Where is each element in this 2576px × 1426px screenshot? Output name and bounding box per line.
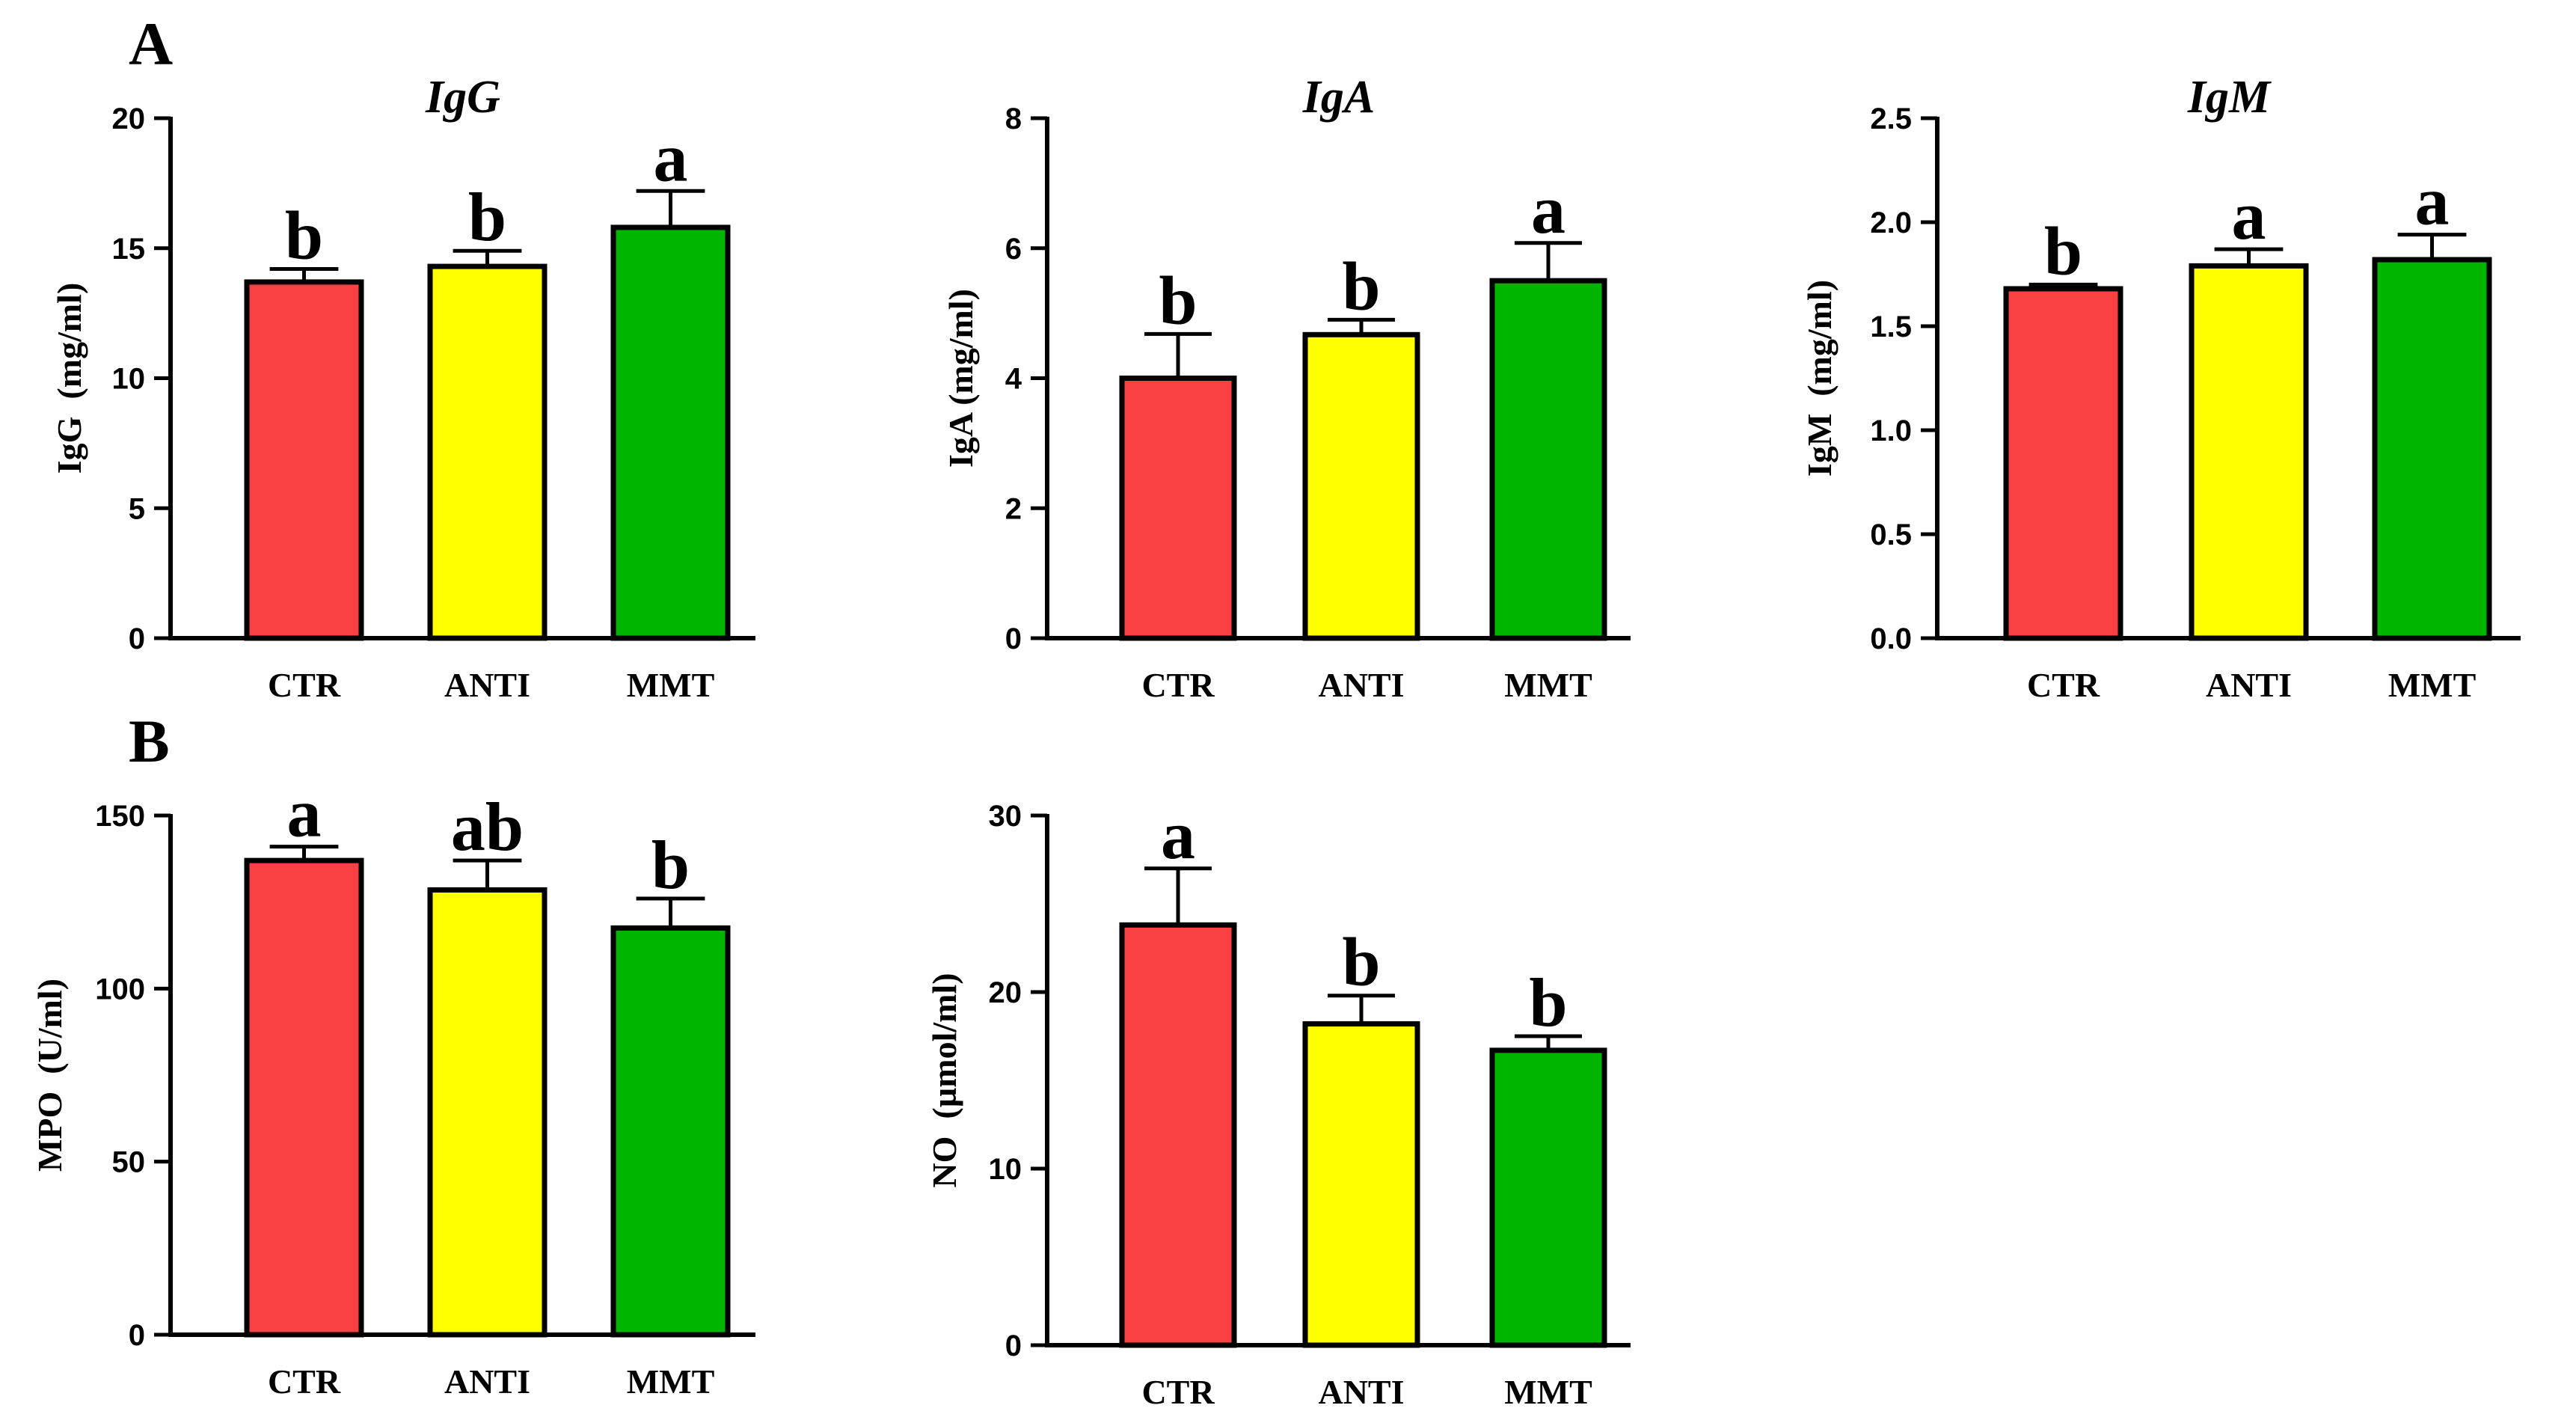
category-label: CTR xyxy=(2027,666,2100,704)
category-label: CTR xyxy=(1141,1373,1215,1411)
category-label: CTR xyxy=(1141,666,1215,704)
y-tick-label: 0 xyxy=(1005,622,1022,655)
y-tick-label: 100 xyxy=(95,973,145,1006)
y-tick-label: 2 xyxy=(1005,492,1022,525)
charts: 0 5 10 15 20 IgG (mg/ml) IgG b CTR b ANTI a MMT 0 2 4 6 8… xyxy=(31,72,2521,1411)
bar-anti xyxy=(427,887,548,1338)
y-tick-label: 50 xyxy=(112,1146,146,1179)
bar-mmt xyxy=(1489,278,1607,641)
bar-ctr xyxy=(244,857,364,1338)
y-tick-label: 15 xyxy=(112,233,146,266)
significance-label: b xyxy=(651,827,690,903)
chart-2: 0 2 4 6 8 IgA (mg/ml) IgA b CTR b ANTI a MMT xyxy=(942,72,1631,704)
significance-label: b xyxy=(1342,924,1380,1000)
category-label: ANTI xyxy=(1318,666,1404,704)
chart-title: IgM xyxy=(2187,72,2272,123)
bar-ctr xyxy=(1119,376,1237,641)
y-tick-label: 6 xyxy=(1005,233,1022,266)
category-label: MMT xyxy=(1504,1373,1592,1411)
y-axis-label: MPO (U/ml) xyxy=(31,979,69,1172)
category-label: ANTI xyxy=(444,666,530,704)
y-tick-label: 2.0 xyxy=(1870,206,1912,239)
chart-4: 0 50 100 150 MPO (U/ml) a CTR ab ANTI b MMT xyxy=(31,775,755,1401)
y-tick-label: 0.5 xyxy=(1870,518,1912,551)
significance-label: ab xyxy=(451,789,524,865)
y-tick-label: 0 xyxy=(129,1319,145,1352)
y-axis-label: IgA (mg/ml) xyxy=(942,289,980,468)
significance-label: b xyxy=(2044,212,2082,289)
chart-title: IgA xyxy=(1302,72,1375,123)
significance-label: b xyxy=(1159,262,1197,338)
y-tick-label: 0 xyxy=(129,622,145,655)
significance-label: b xyxy=(1529,964,1567,1041)
y-tick-label: 20 xyxy=(112,102,146,135)
y-tick-label: 0.0 xyxy=(1870,622,1912,655)
y-tick-label: 1.5 xyxy=(1870,310,1912,343)
significance-label: b xyxy=(285,198,323,274)
y-tick-label: 10 xyxy=(989,1153,1022,1186)
y-tick-label: 8 xyxy=(1005,102,1022,135)
y-tick-label: 150 xyxy=(95,800,145,833)
chart-3: 0.0 0.5 1.0 1.5 2.0 2.5 IgM (mg/ml) IgM b CTR a ANT… xyxy=(1800,72,2521,704)
panel-label-a: A xyxy=(129,10,173,78)
y-tick-label: 10 xyxy=(112,363,146,396)
y-axis-label: IgG (mg/ml) xyxy=(50,283,88,474)
category-label: ANTI xyxy=(444,1362,530,1401)
y-tick-label: 30 xyxy=(989,800,1022,833)
significance-label: a xyxy=(287,775,322,851)
bar-anti xyxy=(2189,263,2309,641)
category-label: MMT xyxy=(1504,666,1592,704)
y-tick-label: 2.5 xyxy=(1870,102,1912,135)
bar-mmt xyxy=(2372,257,2492,641)
y-tick-label: 0 xyxy=(1005,1329,1022,1362)
y-axis-label: NO (µmol/ml) xyxy=(925,973,963,1187)
bar-mmt xyxy=(610,925,731,1338)
significance-label: a xyxy=(1161,797,1195,873)
y-tick-label: 5 xyxy=(129,492,145,525)
bar-ctr xyxy=(1119,922,1237,1348)
category-label: CTR xyxy=(268,1362,341,1401)
significance-label: a xyxy=(2415,163,2450,239)
chart-1: 0 5 10 15 20 IgG (mg/ml) IgG b CTR b ANTI a MMT xyxy=(50,72,755,704)
category-label: ANTI xyxy=(2206,666,2292,704)
y-tick-label: 1.0 xyxy=(1870,414,1912,447)
bar-anti xyxy=(1302,1020,1420,1348)
y-axis-label: IgM (mg/ml) xyxy=(1800,280,1839,477)
category-label: MMT xyxy=(627,666,715,704)
y-tick-label: 4 xyxy=(1005,363,1022,396)
bar-mmt xyxy=(1489,1047,1607,1348)
bar-mmt xyxy=(610,224,731,641)
significance-label: a xyxy=(654,119,688,195)
significance-label: b xyxy=(468,179,506,255)
significance-label: b xyxy=(1342,248,1380,324)
bar-anti xyxy=(427,263,548,641)
bar-ctr xyxy=(244,279,364,641)
chart-5: 0 10 20 30 NO (µmol/ml) a CTR b ANTI b MMT xyxy=(925,797,1631,1411)
bar-anti xyxy=(1302,331,1420,641)
y-tick-label: 20 xyxy=(989,976,1022,1009)
bar-ctr xyxy=(2003,286,2123,641)
significance-label: a xyxy=(1531,171,1565,248)
panel-label-b: B xyxy=(129,707,170,775)
chart-title: IgG xyxy=(425,72,500,123)
category-label: ANTI xyxy=(1318,1373,1404,1411)
category-label: MMT xyxy=(627,1362,715,1401)
category-label: CTR xyxy=(268,666,341,704)
significance-label: a xyxy=(2232,177,2266,254)
category-label: MMT xyxy=(2388,666,2477,704)
